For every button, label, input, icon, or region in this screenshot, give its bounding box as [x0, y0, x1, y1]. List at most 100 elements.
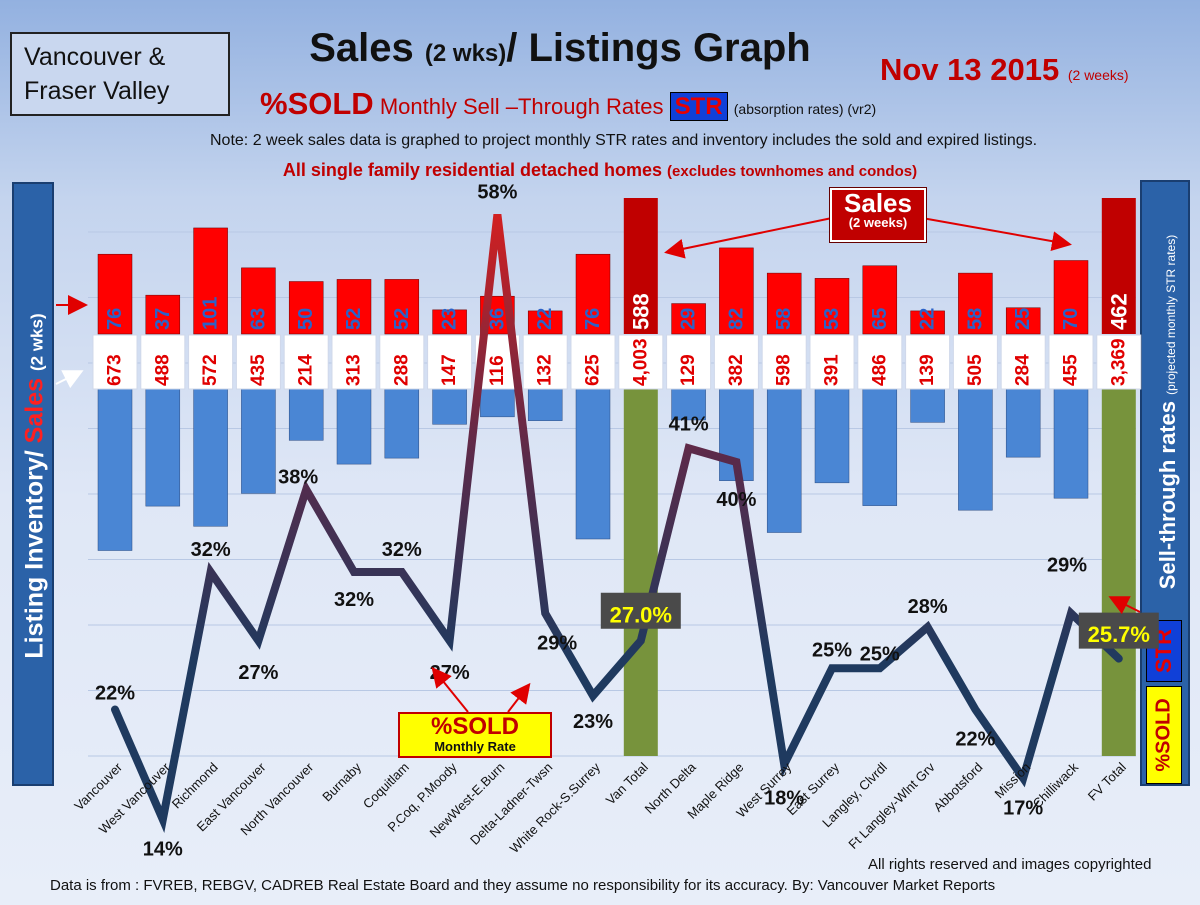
sales-bar	[814, 278, 850, 335]
listing-label: 147	[439, 354, 460, 386]
pct-total-box	[1078, 612, 1159, 649]
sales-bar	[958, 272, 993, 335]
chart-title: Sales (2 wks)/ Listings Graph	[250, 26, 870, 71]
sold-arrow-left	[431, 666, 469, 713]
title-rest: / Listings Graph	[506, 26, 811, 70]
sales-label: 23	[439, 308, 461, 330]
pct-label: 29%	[537, 632, 577, 654]
sold-arrow-right	[507, 682, 531, 713]
x-axis-label: Van Total	[603, 759, 651, 807]
sales-bar	[432, 309, 467, 335]
sales-bar	[575, 253, 611, 335]
sales-callout-sub: (2 weeks)	[848, 215, 908, 230]
sales-bar	[288, 281, 324, 335]
pct-label: 28%	[908, 596, 948, 618]
sales-bar	[241, 267, 276, 335]
listing-bar	[480, 388, 515, 418]
listing-label-box	[522, 334, 568, 390]
listing-label-box	[570, 334, 616, 390]
listing-bar	[671, 388, 706, 421]
pct-label: 41%	[669, 413, 709, 435]
listing-label: 625	[583, 354, 604, 386]
listing-label-box	[761, 334, 807, 390]
listing-bar	[1101, 389, 1136, 756]
listing-bar	[336, 388, 372, 465]
listing-label: 572	[200, 354, 221, 386]
listing-label-box	[618, 334, 664, 390]
listing-label-box	[283, 334, 329, 390]
listing-bar	[1005, 388, 1041, 458]
pct-label: 25%	[860, 643, 900, 665]
subtitle-str-badge: STR	[669, 92, 728, 121]
listing-label: 673	[105, 354, 126, 386]
listing-label: 4,003	[630, 338, 651, 386]
listing-label: 382	[726, 354, 747, 386]
x-axis-label: White Rock-S.Surrey	[507, 759, 604, 856]
listing-label: 214	[296, 354, 317, 386]
sales-label: 37	[152, 308, 174, 330]
pct-label: 27%	[238, 662, 278, 684]
pct-label: 25.7%	[1088, 622, 1150, 647]
listing-label-box	[1000, 334, 1046, 390]
listing-label: 284	[1013, 354, 1034, 386]
listing-label: 488	[152, 354, 173, 386]
title-main: Sales	[309, 26, 414, 70]
listing-bar	[384, 388, 420, 459]
pct-label: 23%	[573, 711, 613, 733]
pct-label: 40%	[716, 489, 756, 511]
sales-label: 63	[247, 308, 269, 330]
sold-callout: %SOLD Monthly Rate	[398, 712, 552, 758]
sales-label: 22	[917, 308, 939, 330]
listing-label-box	[140, 334, 186, 390]
listing-label: 486	[869, 354, 890, 386]
sales-label: 36	[486, 308, 508, 330]
subtitle-sold: %SOLD	[260, 86, 374, 121]
sales-label: 462	[1106, 293, 1131, 330]
listing-label-box	[92, 334, 138, 390]
sales-label: 76	[104, 308, 126, 330]
sales-label: 58	[964, 308, 986, 330]
x-axis-label: Delta-Ladner-Twsn	[467, 760, 555, 848]
homes-heading: All single family residential detached h…	[0, 160, 1200, 181]
x-axis-label: Ft Langley-Wlnt Grv	[845, 759, 938, 852]
listing-label-box	[713, 334, 759, 390]
pct-label: 38%	[278, 467, 318, 489]
data-note: Note: 2 week sales data is graphed to pr…	[210, 132, 1038, 149]
listing-bar	[958, 388, 993, 511]
sales-bar	[527, 310, 563, 335]
date-text: Nov 13 2015	[880, 52, 1060, 87]
pct-label: 22%	[955, 729, 995, 751]
sales-arrow-left	[664, 217, 833, 259]
right-axis-title: Sell-through rates (projected monthly ST…	[1140, 180, 1190, 786]
x-axis-label: Burnaby	[319, 759, 364, 804]
pct-label: 25%	[812, 639, 852, 661]
sales-label: 25	[1012, 308, 1034, 330]
sales-bar	[1101, 198, 1136, 334]
listing-bar	[193, 388, 228, 527]
listing-axis-arrow	[55, 370, 84, 389]
homes-note: (excludes townhomes and condos)	[667, 163, 918, 180]
listing-label-box	[331, 334, 377, 390]
sales-label: 76	[582, 308, 604, 330]
title-small: (2 wks)	[424, 40, 507, 67]
sales-bar	[1053, 260, 1089, 335]
sales-bar	[336, 279, 372, 335]
listing-label-box	[235, 334, 281, 390]
x-axis-label: Chilliwack	[1030, 759, 1082, 811]
x-axis-label: FV Total	[1085, 759, 1129, 803]
date-note: (2 weeks)	[1067, 67, 1129, 83]
sales-label: 588	[628, 293, 653, 330]
listing-label: 505	[965, 354, 986, 386]
homes-text: All single family residential detached h…	[282, 160, 663, 180]
pct-label: 58%	[477, 182, 517, 204]
pct-total-box	[600, 592, 681, 629]
sold-callout-title: %SOLD	[430, 713, 519, 740]
x-axis-label: Abbotsford	[930, 760, 985, 815]
listing-label: 598	[774, 354, 795, 386]
pct-label: 29%	[1047, 554, 1087, 576]
listing-bar	[145, 388, 181, 507]
subtitle-note: (absorption rates) (vr2)	[733, 101, 877, 117]
sales-arrow-right	[921, 217, 1072, 252]
region-label: Vancouver & Fraser Valley	[10, 32, 230, 116]
listing-bar	[97, 388, 133, 551]
